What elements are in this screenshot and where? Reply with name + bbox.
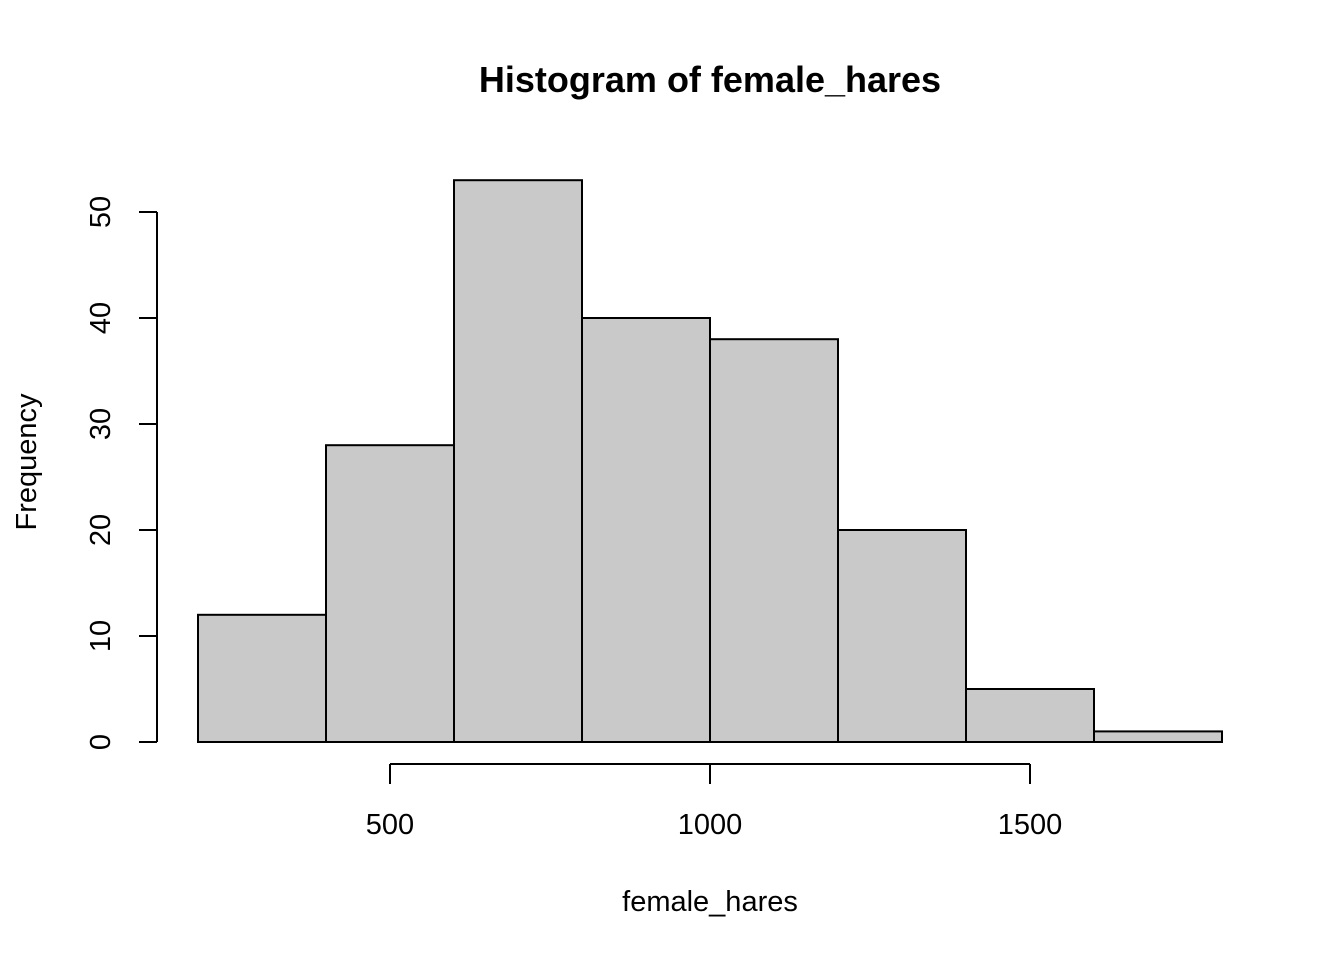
y-tick-label: 20 [85, 514, 117, 546]
x-axis: 500 1000 1500 [366, 763, 1063, 841]
y-tick-label: 10 [85, 620, 117, 652]
histogram-bar-6 [965, 688, 1095, 743]
histogram-bar-4 [709, 338, 839, 743]
x-axis-label: female_hares [622, 886, 798, 918]
histogram-bar-7 [1093, 730, 1223, 744]
x-tick-label: 1500 [998, 809, 1063, 841]
histogram-bar-5 [837, 529, 967, 743]
histogram-bar-2 [453, 179, 583, 743]
y-tick-label: 0 [85, 734, 117, 750]
histogram-bar-1 [325, 444, 455, 743]
y-tick-label: 40 [85, 302, 117, 334]
x-tick-label: 500 [366, 809, 414, 841]
histogram-bar-0 [197, 613, 327, 743]
x-tick-label: 1000 [678, 809, 743, 841]
y-tick-label: 30 [85, 408, 117, 440]
y-axis-label: Frequency [11, 393, 43, 531]
histogram-bar-3 [581, 317, 711, 743]
chart-title: Histogram of female_hares [479, 59, 941, 100]
y-axis: 0 10 20 30 40 50 [85, 196, 158, 750]
bars-group [197, 179, 1223, 744]
y-tick-label: 50 [85, 196, 117, 228]
